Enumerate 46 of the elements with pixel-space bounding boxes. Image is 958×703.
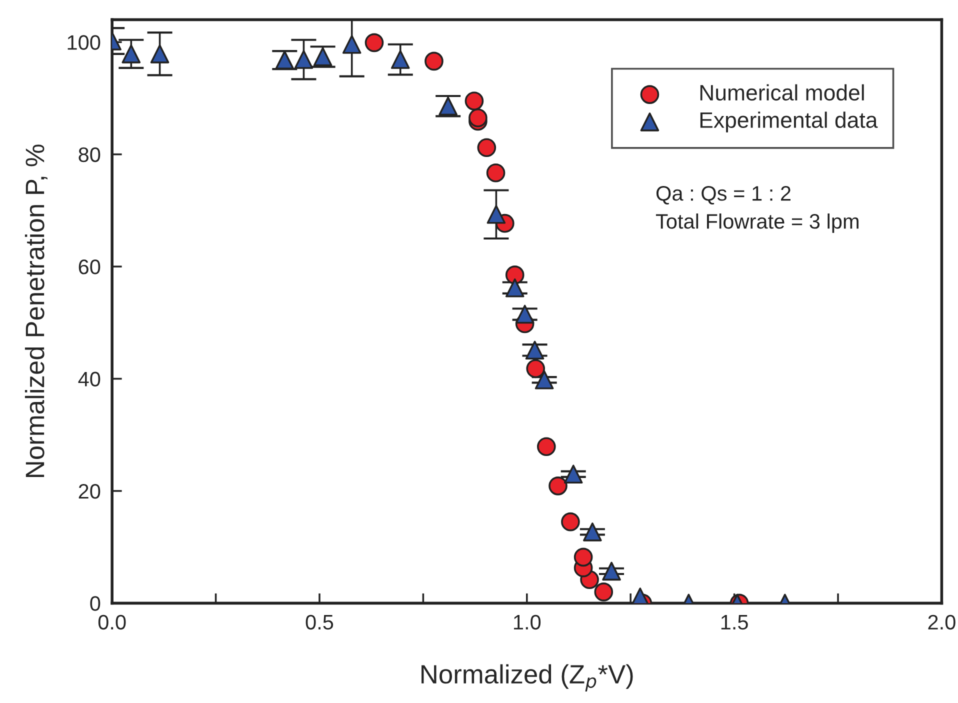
- point: [561, 512, 580, 532]
- point: [594, 582, 614, 602]
- legend-label: Numerical model: [700, 84, 864, 101]
- point: [486, 204, 506, 224]
- y-tick-label: 100: [68, 35, 100, 50]
- annotation: Qa : Qs = 1 : 2: [656, 186, 791, 204]
- point: [486, 163, 506, 182]
- point: [313, 47, 332, 66]
- y-tick-label: 0: [90, 596, 100, 611]
- y-axis-title: Normalized Penetration P, %: [24, 144, 48, 477]
- point: [464, 92, 484, 110]
- point: [477, 138, 496, 158]
- annotation: Total Flowrate = 3 lpm: [656, 213, 858, 233]
- point: [468, 108, 488, 128]
- point: [364, 33, 384, 52]
- y-tick-label: 20: [78, 484, 100, 499]
- point: [564, 464, 583, 484]
- point: [438, 96, 458, 116]
- x-tick-label: 1.0: [514, 614, 541, 630]
- point: [505, 266, 524, 284]
- point: [602, 562, 621, 581]
- x-tick-label: 0.5: [306, 614, 334, 630]
- point: [515, 304, 534, 324]
- y-tick-label: 60: [78, 260, 100, 274]
- point: [505, 278, 524, 298]
- point: [150, 44, 170, 64]
- point: [275, 50, 294, 70]
- point: [342, 34, 362, 54]
- point: [548, 476, 568, 496]
- point: [424, 52, 444, 71]
- point: [536, 437, 556, 456]
- point: [390, 50, 410, 69]
- x-tick-label: 1.5: [721, 615, 748, 630]
- point: [294, 50, 314, 69]
- y-tick-label: 80: [78, 147, 100, 162]
- point: [583, 522, 602, 542]
- x-tick-label: 2.0: [928, 614, 956, 630]
- point: [574, 548, 593, 567]
- x-tick-label: 0.0: [98, 614, 126, 630]
- y-tick-label: 40: [78, 372, 100, 387]
- point: [534, 370, 554, 390]
- x-axis-title: Normalized (Z$_{p}$*V): [422, 664, 633, 692]
- point: [122, 44, 141, 64]
- point: [525, 340, 544, 360]
- point: [526, 359, 546, 378]
- legend-label: Experimental data: [700, 112, 878, 132]
